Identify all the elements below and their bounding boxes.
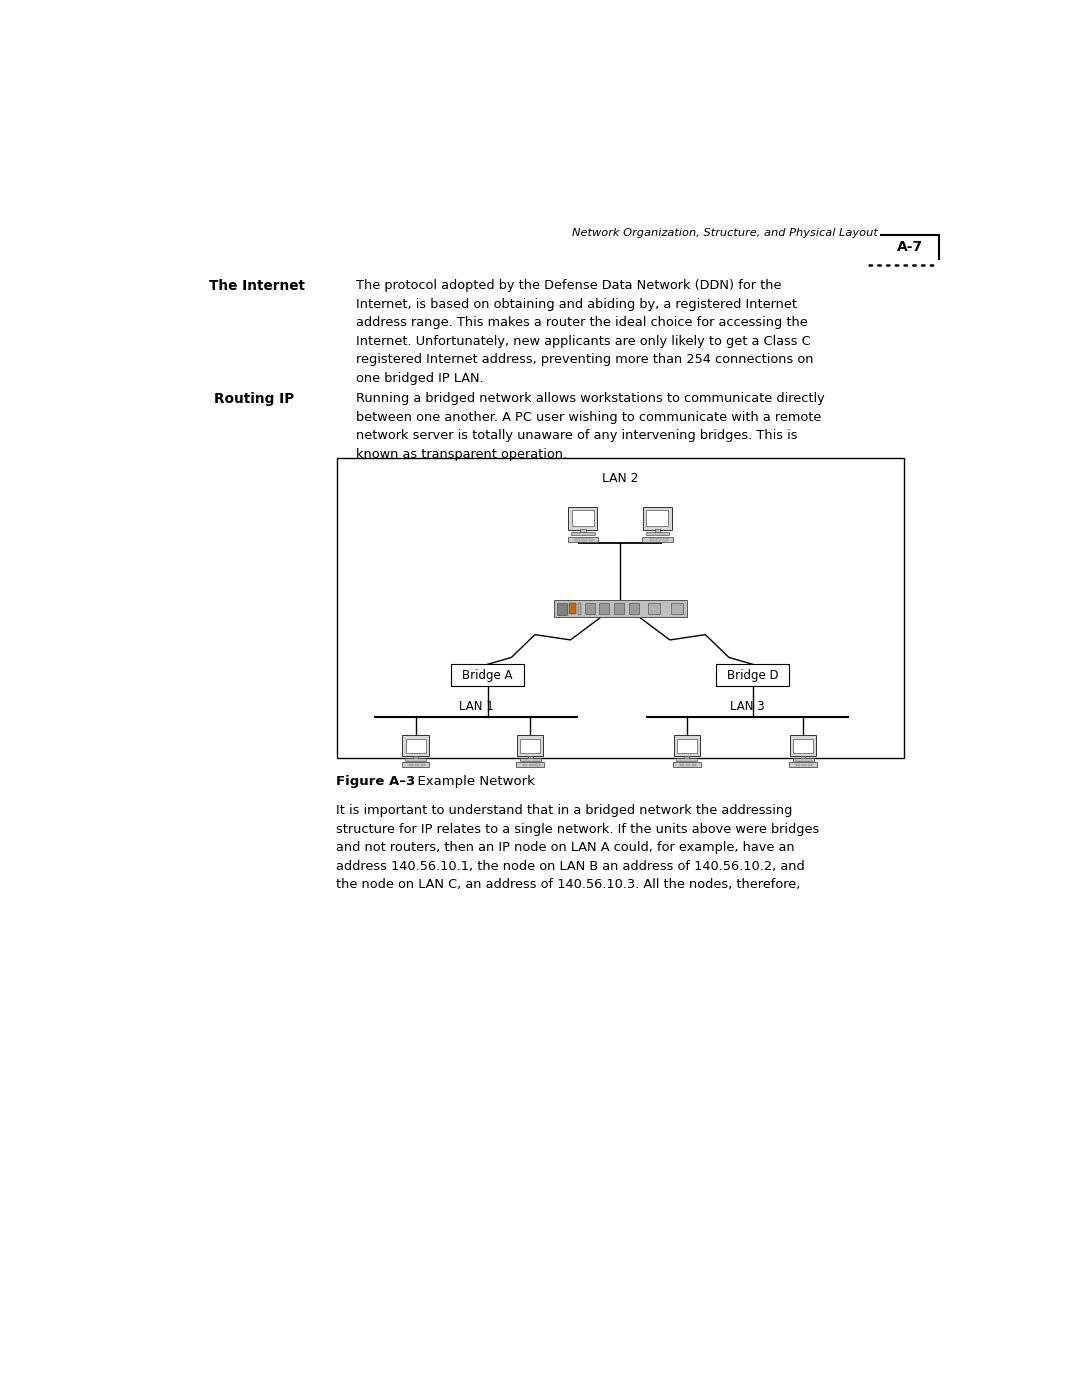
Bar <box>808 764 812 766</box>
Bar <box>589 538 593 541</box>
Bar <box>672 604 683 615</box>
Bar <box>536 764 540 766</box>
Text: LAN 3: LAN 3 <box>730 700 765 712</box>
Text: LAN 2: LAN 2 <box>602 472 638 485</box>
Bar <box>568 536 598 542</box>
Bar <box>654 529 660 532</box>
Text: Bridge D: Bridge D <box>727 669 779 682</box>
Bar <box>521 739 540 753</box>
Bar <box>528 756 532 759</box>
Bar <box>802 764 807 766</box>
Bar <box>793 739 813 753</box>
Bar <box>408 764 413 766</box>
Bar <box>646 510 669 527</box>
Bar <box>680 764 684 766</box>
Bar <box>516 763 544 767</box>
Text: Bridge A: Bridge A <box>462 669 513 682</box>
Text: Network Organization, Structure, and Physical Layout: Network Organization, Structure, and Phy… <box>571 228 877 237</box>
Bar <box>673 763 701 767</box>
Bar <box>789 763 816 767</box>
Bar <box>517 735 543 756</box>
Bar <box>646 532 669 535</box>
Text: The protocol adopted by the Defense Data Network (DDN) for the
Internet, is base: The protocol adopted by the Defense Data… <box>356 279 813 384</box>
Text: A-7: A-7 <box>896 240 923 254</box>
Bar <box>406 739 426 753</box>
Bar <box>796 764 800 766</box>
Bar <box>402 763 430 767</box>
Text: The Internet: The Internet <box>208 279 305 293</box>
Bar <box>692 764 697 766</box>
Bar <box>529 764 534 766</box>
Bar <box>663 538 667 541</box>
Bar <box>650 538 654 541</box>
Bar <box>800 756 806 759</box>
Bar <box>686 764 690 766</box>
Text: Example Network: Example Network <box>408 775 535 788</box>
Bar <box>674 735 700 756</box>
Bar <box>599 604 609 615</box>
Bar <box>677 739 697 753</box>
Bar <box>571 532 595 535</box>
Bar <box>519 759 541 761</box>
Bar <box>405 759 426 761</box>
Bar <box>629 604 638 615</box>
Bar <box>716 665 789 686</box>
Bar <box>648 604 660 615</box>
Text: Routing IP: Routing IP <box>214 393 294 407</box>
Bar <box>524 764 527 766</box>
Bar <box>576 538 580 541</box>
Bar <box>403 735 429 756</box>
Bar <box>554 601 687 617</box>
Bar <box>556 602 567 615</box>
Bar <box>415 764 419 766</box>
Bar <box>569 604 576 615</box>
Bar <box>337 458 904 759</box>
Bar <box>582 538 586 541</box>
Bar <box>580 529 585 532</box>
Bar <box>421 764 424 766</box>
Bar <box>572 510 594 527</box>
Bar <box>793 759 813 761</box>
Bar <box>450 665 525 686</box>
Bar <box>657 538 661 541</box>
Bar <box>584 604 595 615</box>
Bar <box>789 735 816 756</box>
Bar <box>568 507 597 529</box>
Text: LAN 1: LAN 1 <box>459 700 494 712</box>
Bar <box>685 756 689 759</box>
Bar <box>613 604 624 615</box>
Bar <box>676 759 698 761</box>
Bar <box>414 756 418 759</box>
Text: Figure A–3: Figure A–3 <box>337 775 416 788</box>
Bar <box>643 536 673 542</box>
Text: It is important to understand that in a bridged network the addressing
structure: It is important to understand that in a … <box>337 805 820 891</box>
Text: Running a bridged network allows workstations to communicate directly
between on: Running a bridged network allows worksta… <box>356 393 825 461</box>
Bar <box>578 602 581 615</box>
Bar <box>643 507 672 529</box>
